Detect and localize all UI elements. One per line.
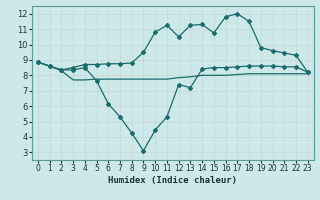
X-axis label: Humidex (Indice chaleur): Humidex (Indice chaleur) <box>108 176 237 185</box>
